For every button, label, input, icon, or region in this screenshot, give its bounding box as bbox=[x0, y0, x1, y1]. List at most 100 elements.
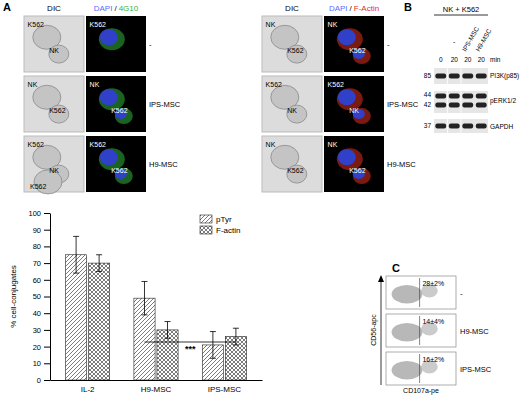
tick-label: 30 bbox=[33, 326, 41, 335]
column-header: DIC bbox=[285, 4, 299, 13]
gate-line bbox=[419, 316, 420, 345]
fluorescence-image bbox=[324, 76, 384, 132]
fluorescence-image bbox=[324, 16, 384, 72]
column-header: DAPI/F-Actin bbox=[329, 4, 379, 13]
tick: IL-2 bbox=[81, 380, 95, 394]
cell-label: NK bbox=[90, 81, 100, 88]
tick: 40 bbox=[33, 309, 50, 318]
axis-title: % cell-conjugates bbox=[9, 265, 18, 328]
bar bbox=[89, 263, 110, 380]
dic-image bbox=[262, 16, 322, 72]
error-stem bbox=[99, 255, 100, 272]
population bbox=[392, 361, 423, 379]
lane-time: 20 bbox=[464, 56, 472, 63]
axis-title: CD56-apc bbox=[370, 314, 378, 346]
band-label: PI3K(p85) bbox=[490, 72, 519, 80]
error-cap bbox=[73, 236, 79, 237]
nucleus bbox=[100, 149, 118, 165]
dic-cell bbox=[287, 165, 307, 183]
dic-cell bbox=[287, 45, 307, 63]
tick: 80 bbox=[33, 242, 50, 251]
dic-image bbox=[262, 136, 322, 192]
cell-label: K562 bbox=[287, 167, 303, 174]
band bbox=[435, 74, 446, 79]
mw-marker: 37 bbox=[424, 122, 432, 129]
panel-label: A bbox=[3, 1, 11, 13]
band bbox=[462, 94, 473, 99]
nucleus bbox=[338, 149, 356, 165]
cell-label: K562 bbox=[111, 107, 127, 114]
tick: 60 bbox=[33, 276, 50, 285]
cell-label: K562 bbox=[30, 183, 46, 190]
tick-mark bbox=[44, 230, 50, 231]
gate-label: 16±2% bbox=[422, 356, 444, 363]
error-cap bbox=[233, 328, 239, 329]
mw-marker: 85 bbox=[424, 72, 432, 79]
header-part: / bbox=[350, 4, 353, 13]
tick-mark bbox=[44, 297, 50, 298]
band bbox=[449, 94, 460, 99]
band bbox=[476, 103, 487, 108]
error-cap bbox=[141, 314, 147, 315]
fluorescence-image bbox=[86, 76, 146, 132]
band bbox=[476, 124, 487, 129]
error-cap bbox=[165, 338, 171, 339]
row-label: - bbox=[387, 40, 390, 49]
tick-mark bbox=[44, 363, 50, 364]
cell-label: K562 bbox=[349, 47, 365, 54]
panel-label: B bbox=[404, 1, 412, 13]
tick-label: H9-MSC bbox=[141, 385, 172, 394]
cell-label: NK bbox=[49, 167, 59, 174]
tick-mark bbox=[44, 380, 50, 381]
band-label: GAPDH bbox=[490, 123, 513, 130]
nucleus bbox=[338, 29, 356, 45]
tick: IPS-MSC bbox=[208, 380, 242, 394]
band bbox=[462, 74, 473, 79]
legend: pTyrF-actin bbox=[200, 215, 240, 235]
tick-label: 80 bbox=[33, 242, 41, 251]
tick: 0 bbox=[37, 376, 50, 385]
header-part: 4G10 bbox=[119, 4, 139, 13]
nucleus bbox=[100, 29, 118, 45]
header-part: DAPI bbox=[329, 4, 348, 13]
axis-line bbox=[51, 380, 263, 381]
row-label: IPS-MSC bbox=[387, 100, 419, 109]
gate-label: 14±4% bbox=[422, 318, 444, 325]
mw-marker: 44 bbox=[424, 91, 432, 98]
tick-label: 50 bbox=[33, 292, 41, 301]
axis-arrow bbox=[381, 278, 382, 385]
tick-mark bbox=[44, 280, 50, 281]
axis-title: CD107a-pe bbox=[403, 387, 439, 395]
lane-splice bbox=[461, 68, 462, 133]
error-bar bbox=[165, 322, 171, 339]
error-bar bbox=[233, 328, 239, 345]
tick-label: 10 bbox=[33, 359, 41, 368]
header-part: DAPI bbox=[94, 4, 113, 13]
bar-chart: 0102030405060708090100IL-2H9-MSCIPS-MSC%… bbox=[9, 209, 263, 394]
tick: 70 bbox=[33, 259, 50, 268]
cell-label: K562 bbox=[287, 47, 303, 54]
mw-marker: 42 bbox=[424, 101, 432, 108]
population bbox=[392, 285, 423, 303]
tick: 50 bbox=[33, 292, 50, 301]
legend-label: pTyr bbox=[216, 215, 232, 224]
gate-line bbox=[419, 354, 420, 383]
band bbox=[476, 74, 487, 79]
error-cap bbox=[210, 331, 216, 332]
error-cap bbox=[233, 344, 239, 345]
cell-label: NK bbox=[28, 81, 38, 88]
dic-cell bbox=[49, 45, 69, 63]
lane-time: 0 bbox=[439, 56, 443, 63]
error-bar bbox=[141, 281, 147, 314]
band bbox=[435, 103, 446, 108]
column-header: DIC bbox=[47, 4, 61, 13]
tick-label: 70 bbox=[33, 259, 41, 268]
microscopy-group: DICDAPI/4G10K562NKK562-NKK562NKK562IPS-M… bbox=[24, 4, 181, 194]
error-bar bbox=[96, 255, 102, 272]
legend-swatch bbox=[200, 215, 212, 223]
band bbox=[435, 124, 446, 129]
x-axis: IL-2 H9-MSC IPS-MSC bbox=[51, 380, 263, 394]
western-blot: NK + K562-IPS-MSCH9-MSC0202020minPI3K(p8… bbox=[424, 5, 520, 133]
header-part: / bbox=[114, 4, 117, 13]
error-stem bbox=[167, 322, 168, 339]
